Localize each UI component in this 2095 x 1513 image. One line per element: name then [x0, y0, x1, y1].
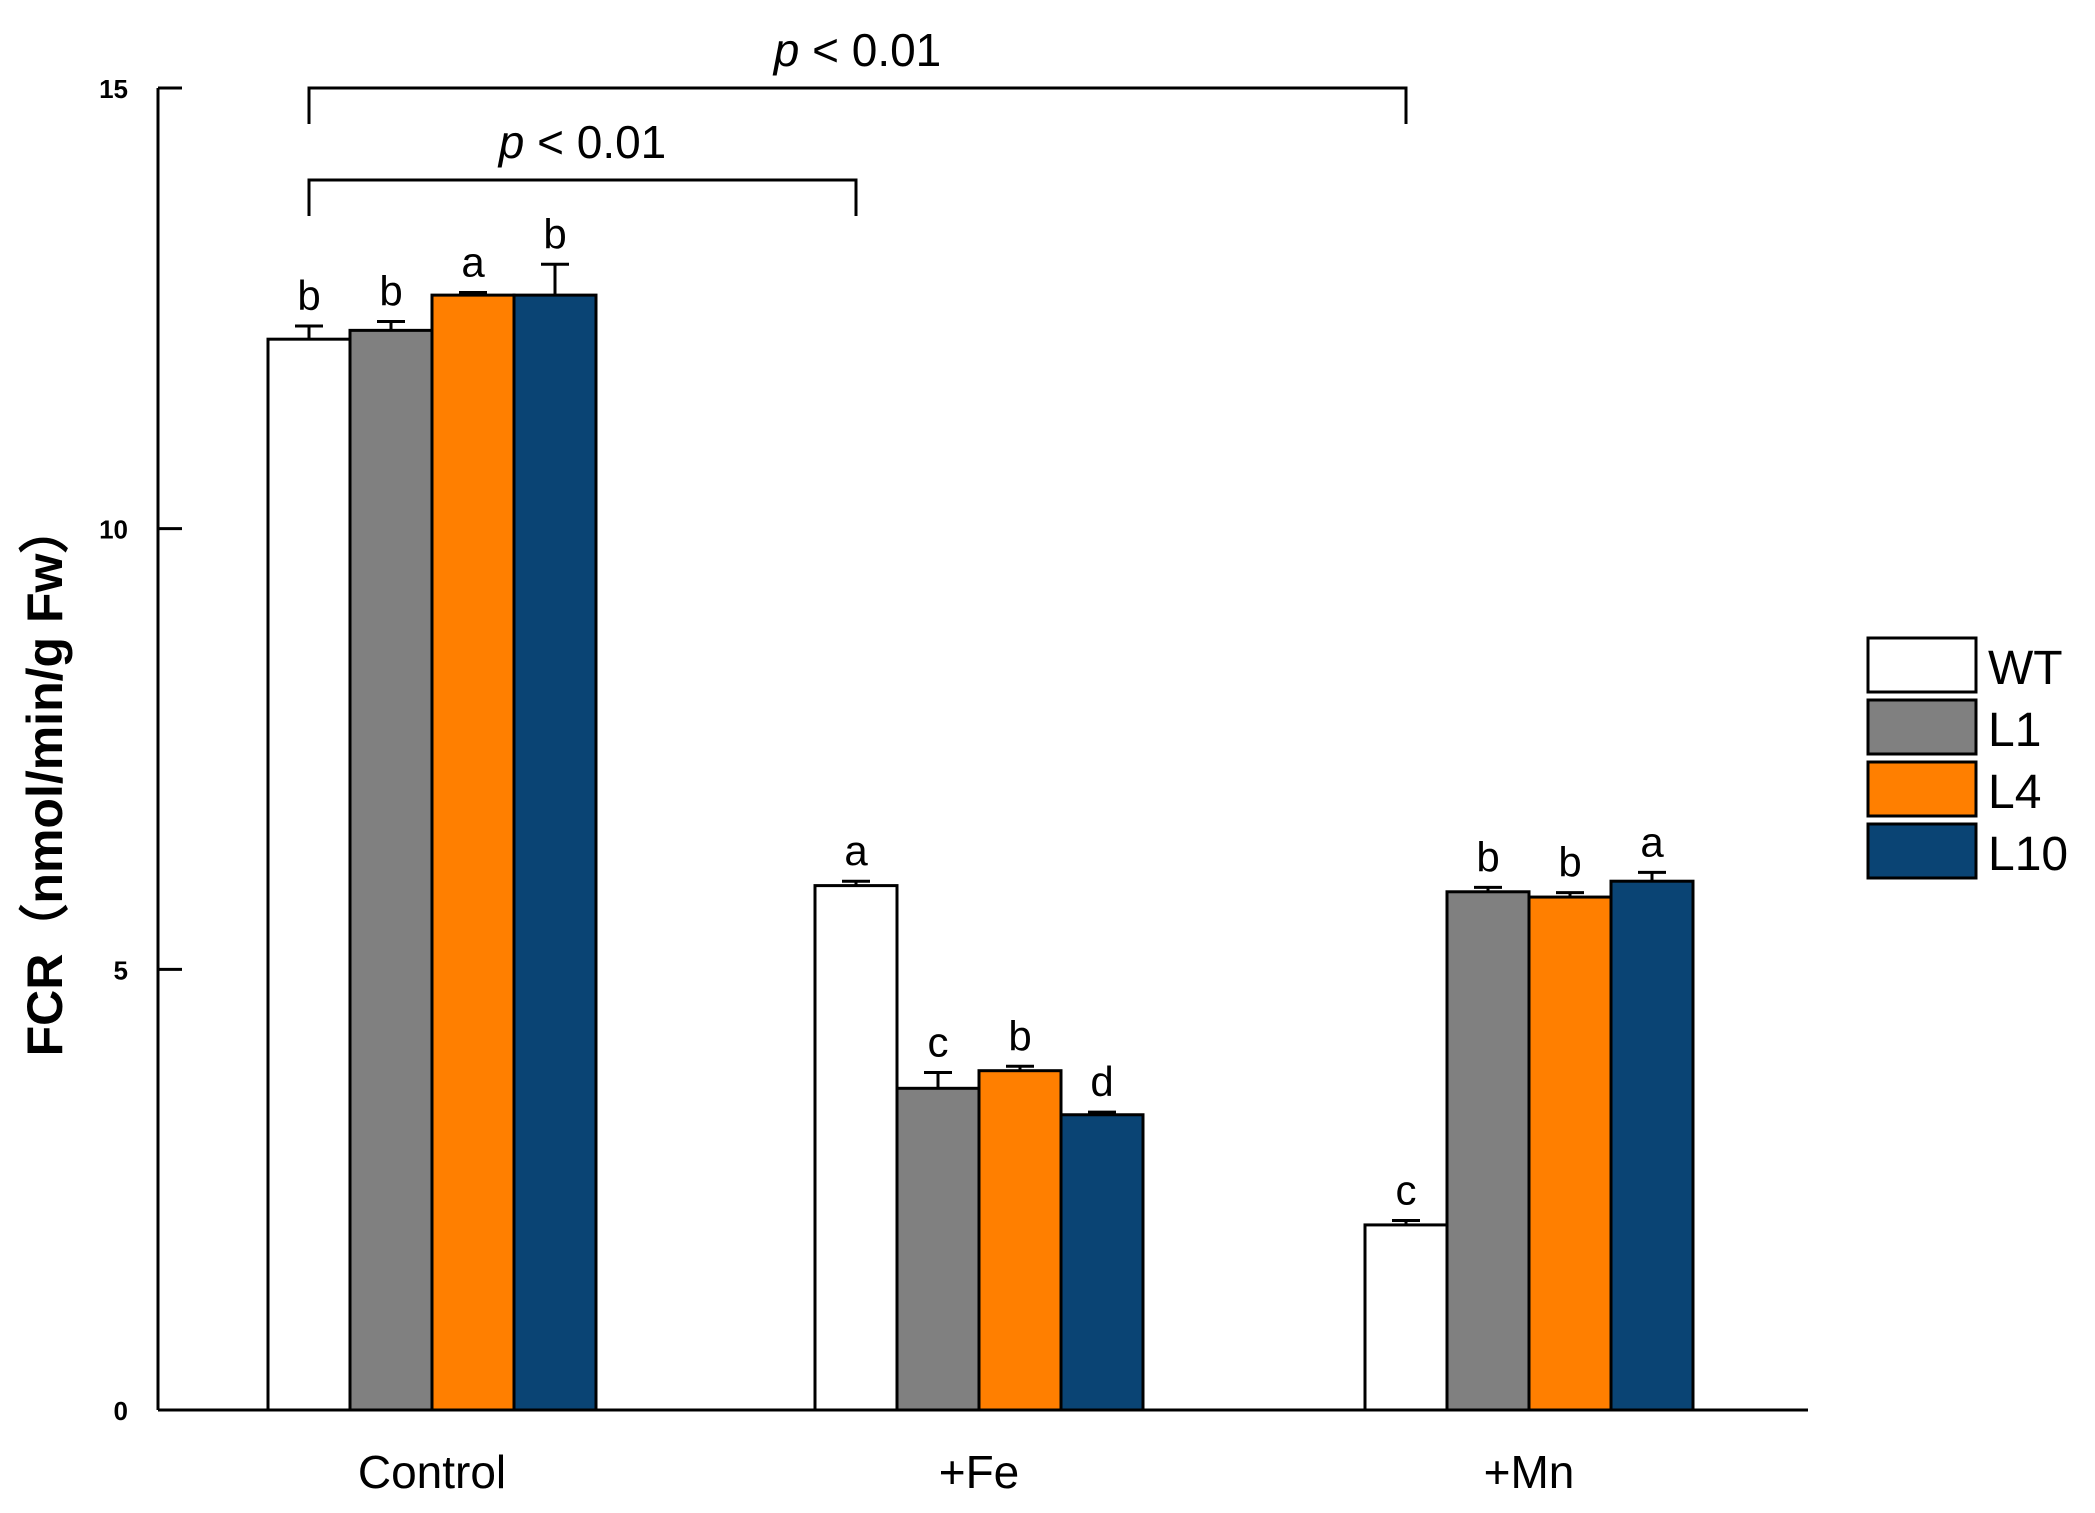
legend-label: WT [1988, 642, 2063, 695]
x-category-label: Control [358, 1446, 506, 1498]
comparison-bracket [307, 86, 1408, 124]
significance-letter: a [844, 827, 868, 874]
bar-l4 [977, 1069, 1063, 1412]
bar-l1 [1445, 890, 1531, 1412]
bar-l1 [348, 328, 434, 1412]
bar-l4 [430, 293, 516, 1412]
bar-l1 [895, 1086, 981, 1412]
significance-letter: a [461, 238, 485, 285]
legend-label: L4 [1988, 766, 2041, 819]
legend-label: L10 [1988, 828, 2068, 881]
bar-wt [813, 884, 899, 1412]
x-category-label: +Mn [1484, 1446, 1575, 1498]
y-tick-label: 5 [114, 955, 128, 985]
bar-wt [1363, 1223, 1449, 1412]
legend-swatch-l4 [1866, 760, 1978, 818]
p-value-label: p < 0.01 [772, 24, 942, 76]
bar-l10 [512, 293, 598, 1412]
bar-l10 [1609, 879, 1695, 1412]
significance-letter: b [1476, 833, 1499, 880]
bar-l10 [1059, 1113, 1145, 1412]
legend-swatch-l10 [1866, 822, 1978, 880]
y-axis-label: FCR（nmol/min/g Fw） [17, 504, 73, 1057]
p-value-label: p < 0.01 [497, 116, 667, 168]
significance-letter: b [297, 272, 320, 319]
bars [266, 262, 1695, 1412]
significance-letter: b [1008, 1012, 1031, 1059]
significance-letter: b [1558, 839, 1581, 886]
y-tick-label: 15 [99, 74, 128, 104]
significance-letter: c [1396, 1167, 1417, 1214]
legend: WT L1 L4 L10 [1866, 636, 2068, 881]
legend-swatch-l1 [1866, 698, 1978, 756]
y-tick-label: 0 [114, 1396, 128, 1426]
legend-swatch-wt [1866, 636, 1978, 694]
bar-wt [266, 337, 352, 1412]
comparison-bracket [307, 178, 858, 216]
significance-letter: c [928, 1018, 949, 1065]
annotations: b b a b a c b d c b b a p < 0.01 p < 0.01 [297, 24, 1664, 1214]
significance-letter: d [1090, 1058, 1113, 1105]
significance-letter: a [1640, 818, 1664, 865]
bar-l4 [1527, 895, 1613, 1412]
legend-label: L1 [1988, 704, 2041, 757]
x-category-label: +Fe [939, 1446, 1020, 1498]
significance-letter: b [379, 268, 402, 315]
y-tick-label: 10 [99, 515, 128, 545]
significance-letter: b [543, 210, 566, 257]
